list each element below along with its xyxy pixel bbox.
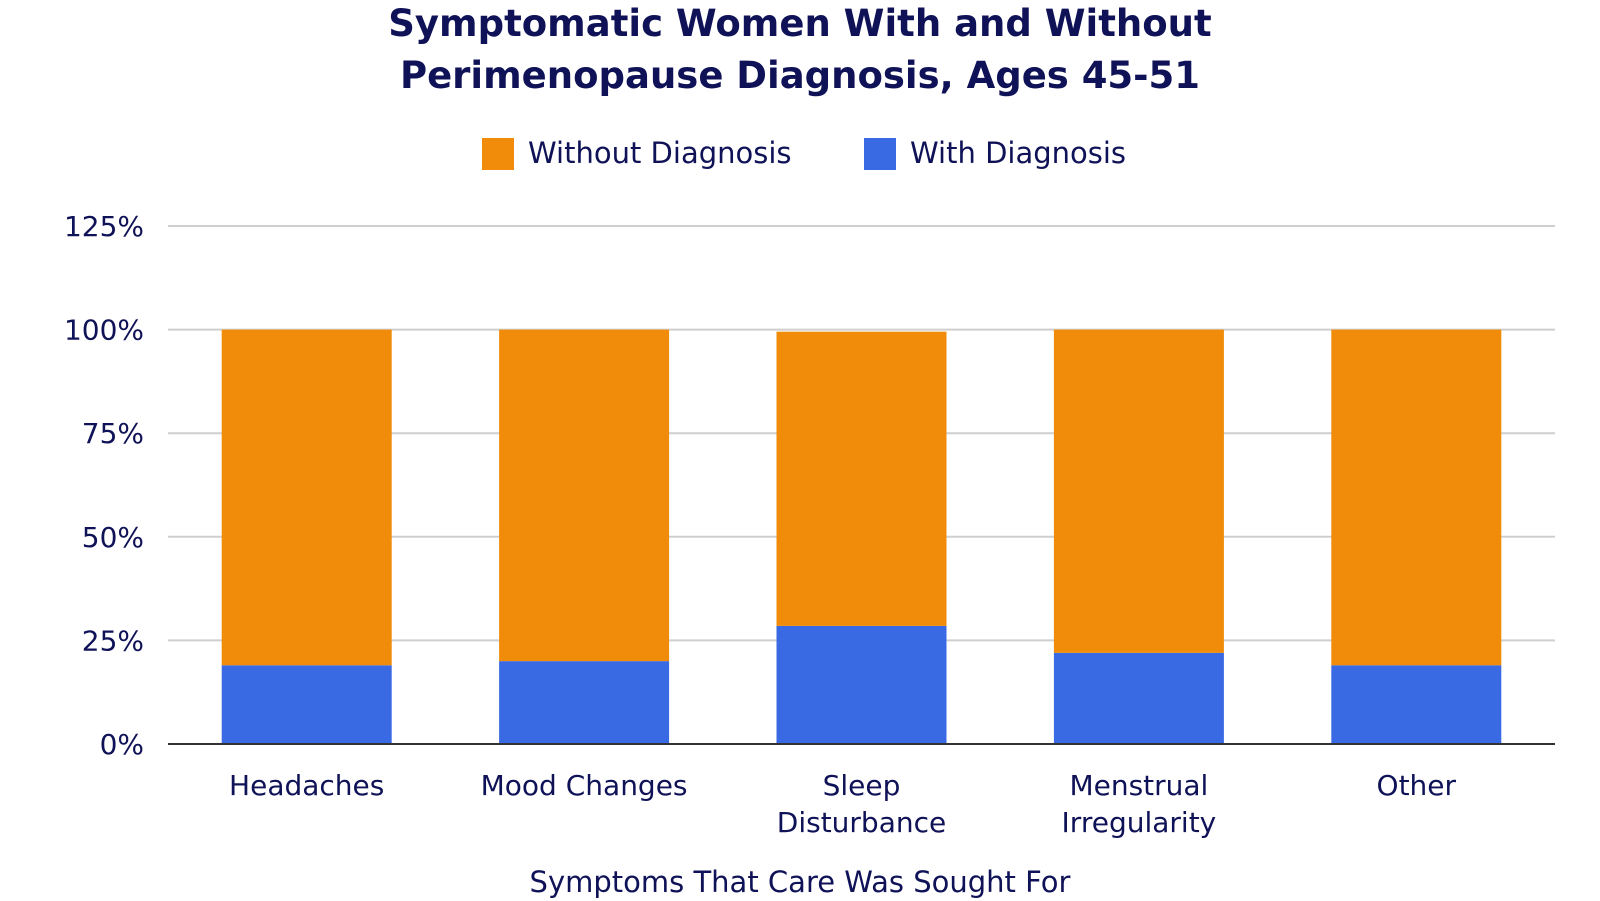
- x-tick-label: Mood Changes: [481, 769, 688, 802]
- bar-with-diagnosis: [499, 661, 670, 744]
- legend-item: Without Diagnosis: [482, 136, 792, 170]
- y-tick-label: 75%: [82, 417, 144, 450]
- bar-without-diagnosis: [776, 331, 947, 626]
- legend-swatch: [482, 138, 514, 170]
- x-axis-title-group: Symptoms That Care Was Sought For: [530, 865, 1071, 899]
- legend-swatch: [864, 138, 896, 170]
- bar-without-diagnosis: [499, 329, 670, 662]
- x-tick-label: Sleep: [823, 769, 901, 802]
- x-tick-label: Other: [1377, 769, 1457, 802]
- bar-without-diagnosis: [1331, 329, 1502, 666]
- y-tick-label: 125%: [64, 210, 144, 243]
- chart-title-line: Symptomatic Women With and Without: [388, 2, 1211, 45]
- legend-label: With Diagnosis: [910, 136, 1126, 170]
- legend: Without Diagnosis With Diagnosis: [482, 136, 1126, 170]
- x-tick-label: Irregularity: [1062, 806, 1217, 839]
- y-tick-label: 0%: [100, 728, 144, 761]
- x-tick-label: Menstrual: [1069, 769, 1208, 802]
- legend-label: Without Diagnosis: [528, 136, 792, 170]
- x-tick-label: Headaches: [229, 769, 384, 802]
- x-tick-label: Disturbance: [777, 806, 946, 839]
- chart-title-line: Perimenopause Diagnosis, Ages 45-51: [400, 54, 1200, 97]
- legend-item: With Diagnosis: [864, 136, 1126, 170]
- y-tick-label: 50%: [82, 521, 144, 554]
- bar-with-diagnosis: [1331, 665, 1502, 744]
- y-axis-ticks: 0% 25% 50% 75% 100% 125%: [64, 210, 144, 761]
- chart-title: Symptomatic Women With and Without Perime…: [388, 2, 1211, 97]
- x-axis-title: Symptoms That Care Was Sought For: [530, 865, 1071, 899]
- bars: [221, 329, 1502, 744]
- bar-with-diagnosis: [1053, 652, 1224, 744]
- bar-without-diagnosis: [221, 329, 392, 666]
- bar-with-diagnosis: [221, 665, 392, 744]
- bar-with-diagnosis: [776, 625, 947, 744]
- x-axis-ticks: Headaches Mood Changes Sleep Disturbance Men…: [229, 769, 1456, 839]
- y-tick-label: 25%: [82, 624, 144, 657]
- y-tick-label: 100%: [64, 314, 144, 347]
- bar-without-diagnosis: [1053, 329, 1224, 653]
